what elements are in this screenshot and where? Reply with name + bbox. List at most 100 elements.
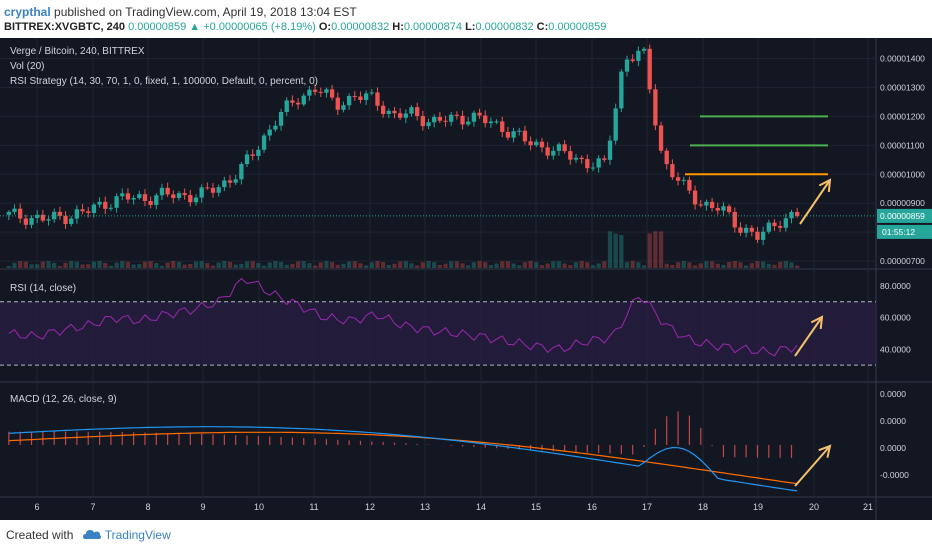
volume-bar [454, 261, 460, 268]
volume-bar [777, 261, 783, 268]
candle-body [103, 201, 108, 209]
annotation-arrow-head [818, 444, 832, 458]
volume-bar [256, 263, 261, 268]
strategy-legend[interactable]: RSI Strategy (14, 30, 70, 1, 0, fixed, 1… [10, 76, 318, 87]
candle-body [6, 211, 11, 215]
macd-legend[interactable]: MACD (12, 26, close, 9) [10, 394, 117, 405]
volume-bar [795, 265, 800, 268]
candle-body [97, 201, 102, 205]
tradingview-link[interactable]: TradingView [104, 528, 171, 542]
candle-body [250, 154, 255, 156]
rsi-legend[interactable]: RSI (14, close) [10, 283, 77, 294]
volume-bar [477, 261, 482, 268]
volume-bar [380, 262, 386, 268]
ohlc-line: BITTREX:XVGBTC, 240 0.00000859 ▲ +0.0000… [4, 21, 607, 33]
candle-body [125, 193, 131, 200]
candle-body [273, 125, 278, 130]
candle-body [199, 187, 204, 198]
author-link[interactable]: crypthal [4, 5, 51, 19]
price-tick-label: 0.00000700 [880, 256, 925, 266]
volume-bar [511, 263, 516, 268]
candle-body [403, 113, 408, 118]
candle-body [176, 193, 182, 198]
volume-bar [398, 261, 403, 268]
volume-bar [732, 261, 737, 268]
volume-bar [290, 263, 295, 268]
volume-bar [664, 263, 669, 268]
candle-body [307, 89, 312, 96]
volume-bar [176, 261, 182, 268]
candle-body [284, 100, 289, 112]
candle-body [290, 100, 295, 103]
candle-body [437, 116, 443, 121]
candle-body [120, 193, 125, 197]
candle-body [369, 92, 374, 94]
volume-bar [641, 265, 647, 268]
volume-bar [148, 261, 153, 268]
candle-body [681, 179, 686, 181]
annotation-arrow-head [810, 315, 824, 330]
volume-bar [539, 265, 545, 268]
candle-body [114, 196, 119, 208]
tradingview-cloud-icon [82, 530, 101, 539]
candle-body [585, 159, 590, 169]
volume-bar [715, 263, 720, 268]
volume-bar [97, 261, 102, 268]
chart-canvas[interactable]: 0.00001400 0.00001300 0.00001200 0.00001100… [0, 38, 932, 520]
countdown-badge [877, 224, 932, 239]
vol-legend[interactable]: Vol (20) [10, 61, 45, 72]
candle-body [210, 187, 216, 193]
candle-body [398, 113, 403, 118]
candle-body [500, 121, 505, 132]
volume-bar [250, 261, 255, 268]
volume-bar [692, 265, 698, 268]
volume-bar [585, 262, 590, 268]
candle-body [23, 218, 29, 225]
candle-body [721, 206, 726, 211]
time-tick-label: 16 [587, 502, 597, 512]
candle-body [755, 231, 760, 240]
candle-body [256, 149, 261, 156]
volume-bar [636, 262, 641, 268]
candle-body [188, 195, 193, 203]
symbol-label: BITTREX:XVGBTC, 240 [4, 21, 126, 33]
candle-body [460, 115, 465, 125]
volume-bar [500, 261, 505, 268]
volume-bar [709, 261, 715, 268]
candle-body [409, 107, 414, 114]
volume-bar [568, 265, 573, 268]
volume-bar [199, 261, 204, 268]
time-tick-label: 6 [34, 502, 39, 512]
close-value: 0.00000859 [548, 21, 607, 33]
candle-body [590, 167, 596, 169]
volume-bar [698, 263, 703, 268]
volume-bar [483, 262, 488, 268]
chart-svg[interactable]: 0.00001400 0.00001300 0.00001200 0.00001100… [0, 38, 932, 520]
rsi-pane [0, 278, 876, 366]
volume-bar [613, 233, 618, 268]
candle-body [443, 120, 448, 122]
volume-bar [74, 261, 80, 268]
volume-bar [647, 233, 652, 268]
candle-body [743, 227, 749, 233]
candle-body [182, 193, 187, 196]
volume-bar [278, 261, 284, 268]
volume-bar [80, 264, 85, 268]
last-price: 0.00000859 [128, 21, 187, 33]
candle-body [624, 59, 630, 72]
volume-bar [46, 261, 51, 268]
volume-bar [369, 262, 374, 268]
volume-bar [551, 261, 556, 268]
volume-bar [437, 264, 443, 268]
candle-body [301, 95, 306, 105]
time-tick-label: 17 [642, 502, 652, 512]
volume-bar [704, 261, 709, 268]
volume-bar [40, 261, 46, 268]
candle-body [193, 197, 199, 203]
candle-body [777, 226, 783, 228]
time-tick-label: 10 [254, 502, 264, 512]
volume-bar [409, 263, 414, 268]
volume-bar [517, 265, 522, 268]
volume-bar [624, 262, 630, 268]
time-tick-label: 8 [145, 502, 150, 512]
